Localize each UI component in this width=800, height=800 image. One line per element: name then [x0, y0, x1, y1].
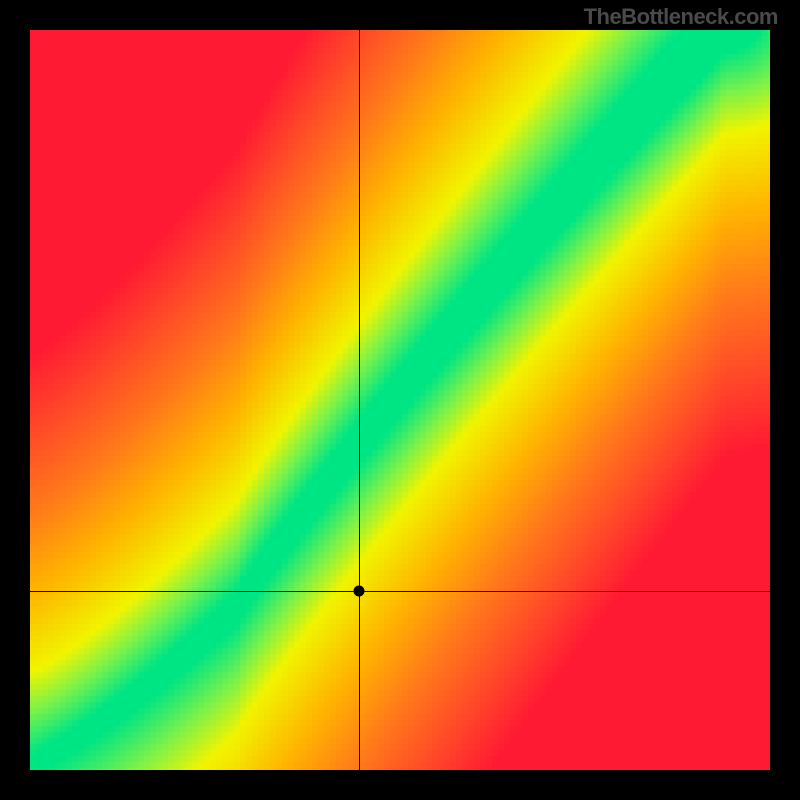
selection-marker[interactable] [354, 585, 365, 596]
heatmap-canvas [30, 30, 770, 770]
bottleneck-heatmap [30, 30, 770, 770]
watermark: TheBottleneck.com [584, 4, 778, 30]
crosshair-vertical [359, 30, 360, 770]
crosshair-horizontal [30, 591, 770, 592]
